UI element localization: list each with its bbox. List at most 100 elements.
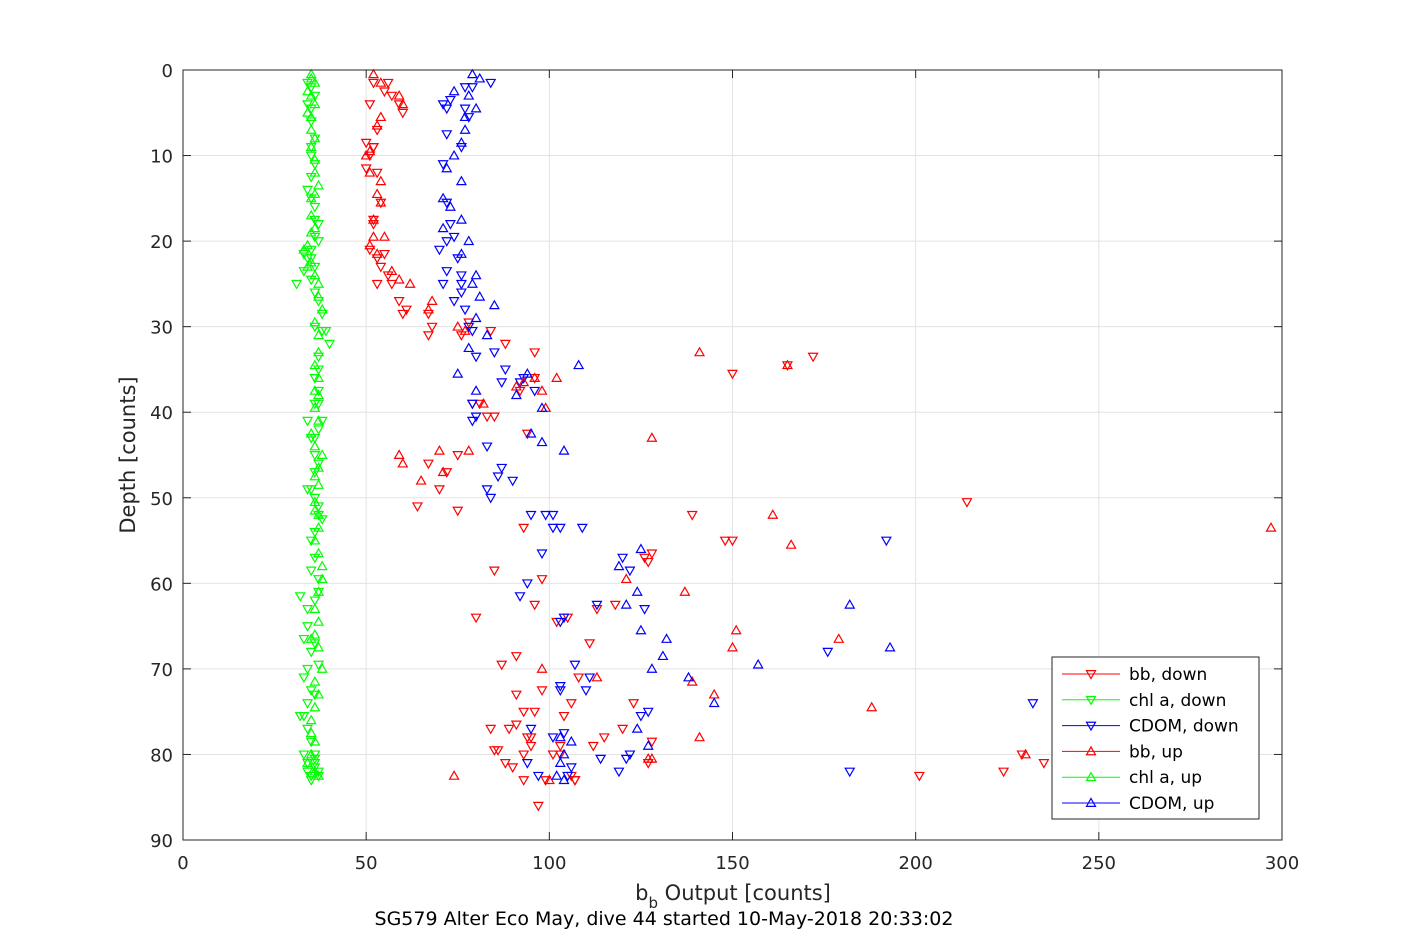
data-point — [693, 731, 706, 742]
data-point — [302, 254, 314, 264]
data-point — [499, 365, 511, 376]
data-point — [313, 688, 325, 699]
data-point — [367, 143, 380, 153]
data-point — [496, 660, 508, 671]
data-point — [521, 368, 533, 378]
data-point — [452, 368, 464, 378]
data-point — [529, 348, 541, 359]
data-point — [378, 231, 391, 241]
data-point — [639, 605, 651, 615]
data-point — [455, 137, 467, 147]
data-point — [305, 536, 317, 547]
data-point — [532, 801, 544, 812]
legend-label: chl a, up — [1129, 768, 1202, 788]
data-point — [305, 124, 317, 134]
data-point — [1016, 750, 1028, 761]
data-point — [309, 160, 321, 170]
data-point — [364, 100, 376, 110]
data-point — [305, 151, 317, 162]
data-point — [536, 385, 548, 395]
data-point — [642, 557, 654, 568]
series-group — [298, 68, 328, 780]
data-point — [646, 737, 658, 748]
data-point — [371, 119, 383, 130]
data-point — [624, 750, 636, 761]
data-point — [554, 741, 566, 752]
data-point — [441, 130, 453, 140]
data-point — [554, 523, 566, 534]
data-point — [628, 699, 640, 709]
data-point — [642, 740, 654, 750]
data-point — [371, 125, 383, 136]
data-point — [448, 149, 460, 160]
data-point — [367, 78, 380, 89]
data-point — [393, 449, 405, 459]
data-point — [316, 449, 328, 459]
data-point — [313, 237, 325, 247]
data-point — [485, 78, 497, 89]
data-point — [397, 98, 409, 109]
data-point — [375, 262, 387, 273]
data-point — [441, 468, 453, 478]
data-point — [459, 124, 471, 134]
data-point — [320, 326, 332, 337]
data-point — [298, 634, 310, 645]
data-point — [393, 273, 405, 284]
data-point — [294, 711, 306, 722]
data-point — [309, 166, 321, 177]
data-point — [305, 209, 317, 220]
data-point — [646, 432, 658, 442]
data-point — [422, 331, 434, 341]
data-point — [437, 466, 449, 477]
data-point — [309, 440, 321, 451]
data-point — [584, 639, 596, 649]
data-point — [309, 98, 321, 109]
data-point — [316, 573, 328, 584]
data-point — [455, 214, 467, 224]
data-point — [309, 269, 321, 280]
data-point — [309, 451, 321, 461]
data-point — [305, 727, 317, 738]
data-point — [309, 603, 321, 613]
data-point — [455, 143, 467, 153]
data-point — [730, 624, 742, 635]
data-point — [305, 633, 317, 643]
data-point — [455, 288, 467, 299]
data-point — [591, 605, 603, 615]
data-point — [309, 188, 321, 199]
data-point — [998, 767, 1010, 778]
data-point — [309, 154, 321, 164]
data-point — [726, 536, 739, 547]
data-point — [536, 663, 548, 673]
data-point — [452, 320, 464, 331]
data-point — [375, 77, 387, 87]
data-point — [470, 312, 482, 323]
data-point — [305, 256, 317, 267]
data-point — [488, 412, 500, 423]
legend-label: chl a, down — [1129, 691, 1226, 711]
data-point — [452, 506, 464, 517]
data-point — [481, 442, 493, 453]
data-point — [558, 748, 570, 759]
data-point — [309, 132, 321, 143]
data-point — [477, 397, 489, 408]
data-point — [686, 510, 698, 521]
data-point — [313, 386, 325, 397]
data-point — [591, 671, 603, 682]
data-point — [294, 592, 306, 602]
data-point — [441, 162, 453, 173]
data-point — [309, 77, 321, 87]
data-point — [536, 436, 548, 447]
data-point — [558, 774, 570, 785]
data-point — [371, 254, 383, 264]
data-point — [309, 596, 321, 607]
data-point — [309, 493, 321, 504]
data-point — [554, 731, 566, 742]
data-point — [503, 724, 515, 735]
x-tick-label: 250 — [1082, 853, 1116, 874]
data-point — [305, 226, 317, 237]
data-point — [569, 776, 581, 786]
data-point — [313, 767, 325, 778]
data-point — [496, 463, 508, 474]
data-point — [305, 111, 317, 122]
